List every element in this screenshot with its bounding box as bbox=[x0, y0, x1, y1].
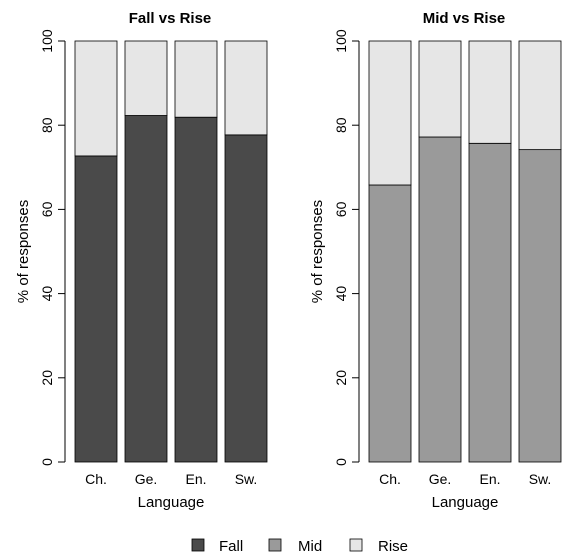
y-tick-label: 40 bbox=[333, 286, 349, 302]
bar-mid-ge bbox=[418, 136, 462, 463]
y-tick-label: 40 bbox=[39, 286, 55, 302]
legend-label-mid: Mid bbox=[298, 538, 322, 553]
legend: Fall Mid Rise bbox=[191, 538, 408, 555]
legend-swatch-rise bbox=[349, 538, 363, 552]
bar-rise-ch bbox=[74, 40, 118, 157]
x-tick-label: Ch. bbox=[85, 471, 107, 487]
bar-rise-ge bbox=[418, 40, 462, 138]
x-tick-label: Sw. bbox=[235, 471, 258, 487]
bar-fall-ch bbox=[74, 155, 118, 463]
bar-rise-sw bbox=[518, 40, 562, 151]
chart-panel-2: Mid vs Rise 0 20 40 60 80 100 % of responses Ch.… bbox=[309, 10, 562, 511]
y-axis-label: % of responses bbox=[309, 200, 326, 303]
y-tick-label: 60 bbox=[39, 201, 55, 217]
legend-swatch-fall bbox=[191, 538, 205, 552]
bar-mid-sw bbox=[518, 149, 562, 463]
x-axis-label: Language bbox=[138, 494, 205, 511]
x-axis-label: Language bbox=[432, 494, 499, 511]
bar-rise-en bbox=[468, 40, 512, 144]
y-tick-label: 80 bbox=[333, 117, 349, 133]
y-tick-label: 100 bbox=[39, 29, 55, 53]
chart-title: Fall vs Rise bbox=[129, 10, 212, 27]
chart-title: Mid vs Rise bbox=[423, 10, 506, 27]
bar-mid-ch bbox=[368, 184, 412, 463]
bar-fall-ge bbox=[124, 115, 168, 463]
y-tick-label: 0 bbox=[333, 458, 349, 466]
x-tick-label: Ch. bbox=[379, 471, 401, 487]
bar-rise-ch bbox=[368, 40, 412, 186]
x-tick-label: Ge. bbox=[429, 471, 452, 487]
legend-swatch-mid bbox=[268, 538, 282, 552]
x-tick-label: Sw. bbox=[529, 471, 552, 487]
y-tick-label: 80 bbox=[39, 117, 55, 133]
bar-fall-en bbox=[174, 116, 218, 463]
bar-fall-sw bbox=[224, 134, 268, 463]
chart-panel-1: Fall vs Rise 0 20 40 60 80 100 % of responses Ch… bbox=[15, 10, 268, 511]
bar-rise-ge bbox=[124, 40, 168, 116]
x-tick-label: En. bbox=[479, 471, 500, 487]
y-tick-label: 60 bbox=[333, 201, 349, 217]
bar-rise-en bbox=[174, 40, 218, 118]
y-axis-label: % of responses bbox=[15, 200, 32, 303]
x-tick-label: En. bbox=[185, 471, 206, 487]
y-tick-label: 100 bbox=[333, 29, 349, 53]
legend-label-rise: Rise bbox=[378, 538, 408, 553]
bar-mid-en bbox=[468, 142, 512, 463]
y-tick-label: 0 bbox=[39, 458, 55, 466]
legend-label-fall: Fall bbox=[219, 538, 243, 553]
x-tick-label: Ge. bbox=[135, 471, 158, 487]
y-tick-label: 20 bbox=[39, 370, 55, 386]
bar-rise-sw bbox=[224, 40, 268, 136]
y-tick-label: 20 bbox=[333, 370, 349, 386]
